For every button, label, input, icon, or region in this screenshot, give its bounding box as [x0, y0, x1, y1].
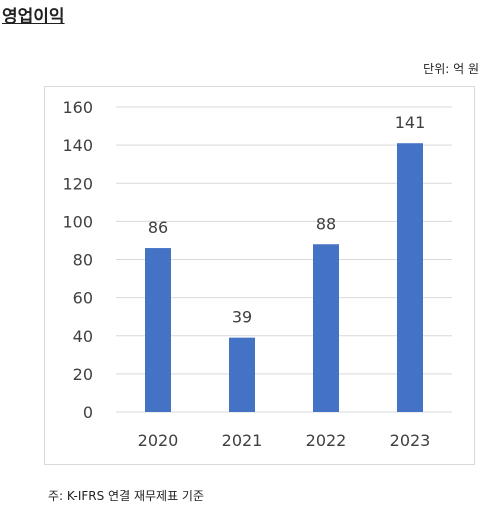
y-tick-label: 140 — [62, 136, 93, 155]
data-label: 39 — [232, 308, 252, 327]
chart-frame — [44, 86, 475, 465]
bar — [145, 248, 171, 412]
bar — [397, 143, 423, 412]
data-label: 141 — [395, 113, 426, 132]
unit-label: 단위: 억 원 — [423, 62, 479, 76]
bar — [313, 244, 339, 412]
data-label: 86 — [148, 218, 168, 237]
y-tick-label: 100 — [62, 212, 93, 231]
chart-title: 영업이익 — [2, 7, 65, 27]
x-tick-label: 2020 — [138, 431, 179, 450]
y-tick-label: 60 — [73, 289, 93, 308]
y-tick-label: 0 — [83, 403, 93, 422]
data-label: 88 — [316, 214, 336, 233]
x-tick-label: 2023 — [390, 431, 431, 450]
y-tick-label: 160 — [62, 98, 93, 117]
bar — [229, 337, 255, 412]
footnote: 주: K-IFRS 연결 재무제표 기준 — [48, 489, 204, 503]
y-tick-label: 120 — [62, 174, 93, 193]
y-tick-label: 80 — [73, 251, 93, 270]
y-tick-label: 40 — [73, 327, 93, 346]
y-tick-label: 20 — [73, 365, 93, 384]
x-tick-label: 2022 — [306, 431, 347, 450]
x-tick-label: 2021 — [222, 431, 263, 450]
